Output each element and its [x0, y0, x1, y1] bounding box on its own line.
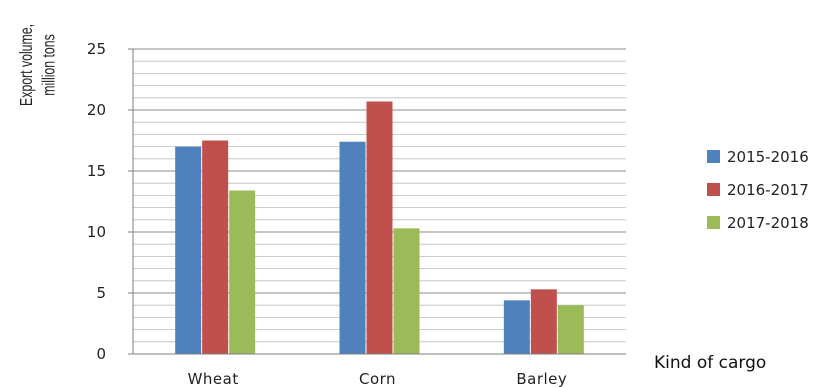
category-label-corn: Corn [359, 370, 396, 387]
bar-corn-2016-2017 [366, 101, 393, 355]
legend-label-2015-2016: 2015-2016 [727, 148, 809, 166]
y-axis-title-line-2: million tons [40, 34, 60, 96]
y-axis-title-line-1: Export volume, [17, 24, 37, 106]
y-tick-label: 10 [87, 223, 106, 241]
legend-label-2016-2017: 2016-2017 [727, 181, 809, 199]
bar-wheat-2016-2017 [202, 140, 229, 354]
bar-wheat-2015-2016 [175, 146, 202, 354]
category-labels: Wheat Corn Barley [188, 370, 567, 387]
y-tick-labels: 0 5 10 15 20 25 [87, 40, 106, 363]
x-axis-title: Kind of cargo [654, 353, 766, 373]
bar-corn-2017-2018 [393, 228, 420, 354]
bar-corn-2015-2016 [339, 141, 366, 354]
y-tick-label: 5 [96, 284, 106, 302]
y-tick-label: 20 [87, 101, 106, 119]
bars [175, 101, 584, 355]
category-label-wheat: Wheat [188, 370, 239, 387]
y-tick-label: 15 [87, 162, 106, 180]
bar-barley-2016-2017 [530, 289, 557, 354]
bar-wheat-2017-2018 [229, 190, 256, 354]
y-tick-label: 25 [87, 40, 106, 58]
legend: 2015-2016 2016-2017 2017-2018 [707, 148, 809, 232]
axes [128, 48, 626, 355]
y-tick-label: 0 [96, 345, 106, 363]
legend-label-2017-2018: 2017-2018 [727, 214, 809, 232]
bar-barley-2015-2016 [503, 300, 530, 354]
legend-swatch-2015-2016 [707, 150, 720, 163]
legend-swatch-2016-2017 [707, 183, 720, 196]
bar-barley-2017-2018 [557, 305, 584, 354]
category-label-barley: Barley [516, 370, 567, 387]
y-axis-title: Export volume, million tons [17, 24, 59, 106]
legend-swatch-2017-2018 [707, 216, 720, 229]
